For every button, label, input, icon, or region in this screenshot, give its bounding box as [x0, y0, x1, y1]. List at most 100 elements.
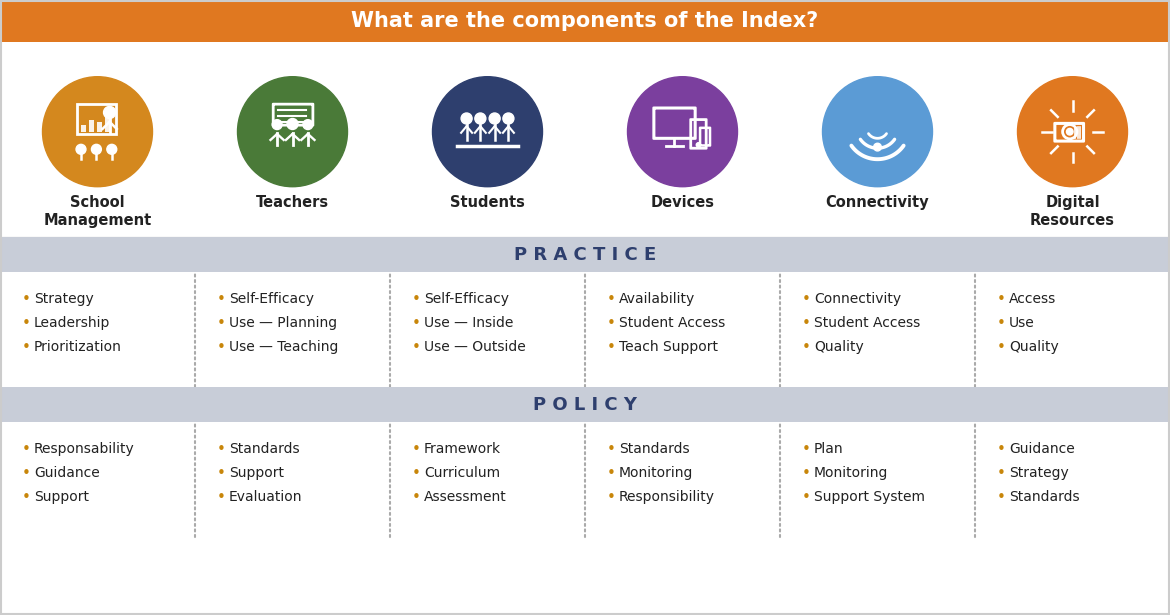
Text: •: • [997, 292, 1006, 307]
Text: Digital
Resources: Digital Resources [1030, 195, 1115, 228]
Circle shape [287, 119, 298, 130]
FancyBboxPatch shape [82, 125, 87, 132]
Text: •: • [412, 292, 421, 307]
Text: •: • [607, 466, 615, 481]
FancyBboxPatch shape [0, 272, 1170, 387]
Text: Self-Efficacy: Self-Efficacy [229, 292, 314, 306]
Text: Use — Inside: Use — Inside [424, 316, 514, 330]
Text: Framework: Framework [424, 442, 501, 456]
Text: Assessment: Assessment [424, 490, 507, 504]
Text: Access: Access [1009, 292, 1057, 306]
Text: Connectivity: Connectivity [814, 292, 901, 306]
Text: •: • [997, 340, 1006, 355]
Text: Responsability: Responsability [34, 442, 135, 456]
Circle shape [823, 77, 932, 187]
Text: •: • [22, 442, 30, 457]
Circle shape [461, 113, 473, 124]
Text: Leadership: Leadership [34, 316, 110, 330]
Text: Teachers: Teachers [256, 195, 329, 210]
Text: Strategy: Strategy [1009, 466, 1068, 480]
Text: Strategy: Strategy [34, 292, 94, 306]
Text: •: • [22, 340, 30, 355]
Text: Monitoring: Monitoring [814, 466, 888, 480]
Text: Use — Outside: Use — Outside [424, 340, 525, 354]
Text: School
Management: School Management [43, 195, 152, 228]
Text: •: • [801, 466, 811, 481]
Text: Responsibility: Responsibility [619, 490, 715, 504]
Text: Devices: Devices [651, 195, 715, 210]
Text: Quality: Quality [1009, 340, 1059, 354]
Text: P R A C T I C E: P R A C T I C E [514, 245, 656, 263]
FancyBboxPatch shape [1055, 124, 1083, 141]
Text: Guidance: Guidance [34, 466, 99, 480]
Text: Evaluation: Evaluation [229, 490, 303, 504]
Text: •: • [412, 466, 421, 481]
Circle shape [273, 120, 282, 130]
Text: Teach Support: Teach Support [619, 340, 718, 354]
Text: Plan: Plan [814, 442, 844, 456]
Text: •: • [607, 340, 615, 355]
Text: •: • [22, 490, 30, 505]
FancyBboxPatch shape [0, 42, 1170, 237]
Text: Use — Planning: Use — Planning [229, 316, 337, 330]
Text: •: • [997, 442, 1006, 457]
Circle shape [104, 106, 116, 119]
Text: •: • [216, 316, 226, 331]
Text: •: • [997, 490, 1006, 505]
Text: Quality: Quality [814, 340, 863, 354]
Circle shape [489, 113, 500, 124]
FancyBboxPatch shape [0, 387, 1170, 422]
Text: Availability: Availability [619, 292, 695, 306]
Circle shape [1018, 77, 1128, 187]
Text: •: • [412, 340, 421, 355]
Text: Student Access: Student Access [814, 316, 921, 330]
Text: Standards: Standards [229, 442, 300, 456]
Text: •: • [997, 316, 1006, 331]
Text: P O L I C Y: P O L I C Y [534, 395, 636, 413]
Text: •: • [801, 292, 811, 307]
Text: •: • [216, 490, 226, 505]
Circle shape [303, 120, 312, 130]
Text: •: • [801, 340, 811, 355]
Text: •: • [607, 490, 615, 505]
Text: •: • [412, 316, 421, 331]
Text: •: • [607, 316, 615, 331]
Text: •: • [216, 442, 226, 457]
Circle shape [42, 77, 152, 187]
Text: Support System: Support System [814, 490, 925, 504]
Circle shape [475, 113, 486, 124]
Text: Monitoring: Monitoring [619, 466, 694, 480]
FancyBboxPatch shape [0, 237, 1170, 272]
Text: Curriculum: Curriculum [424, 466, 500, 480]
Circle shape [106, 145, 117, 154]
FancyBboxPatch shape [0, 0, 1170, 42]
Text: •: • [607, 292, 615, 307]
Text: Prioritization: Prioritization [34, 340, 122, 354]
Circle shape [238, 77, 347, 187]
Text: Support: Support [229, 466, 284, 480]
Text: Student Access: Student Access [619, 316, 725, 330]
Text: •: • [997, 466, 1006, 481]
FancyBboxPatch shape [105, 117, 110, 132]
Text: •: • [801, 316, 811, 331]
Circle shape [91, 145, 102, 154]
Text: Standards: Standards [619, 442, 689, 456]
FancyBboxPatch shape [89, 120, 94, 132]
Text: What are the components of the Index?: What are the components of the Index? [351, 11, 819, 31]
Text: Use: Use [1009, 316, 1034, 330]
Text: Standards: Standards [1009, 490, 1080, 504]
Text: Connectivity: Connectivity [826, 195, 929, 210]
Text: •: • [22, 292, 30, 307]
Circle shape [76, 145, 85, 154]
Text: •: • [216, 466, 226, 481]
FancyBboxPatch shape [0, 422, 1170, 537]
Text: •: • [801, 442, 811, 457]
Text: •: • [216, 292, 226, 307]
Circle shape [503, 113, 514, 124]
Text: Use — Teaching: Use — Teaching [229, 340, 338, 354]
Circle shape [627, 77, 737, 187]
Text: •: • [22, 466, 30, 481]
Circle shape [874, 143, 881, 151]
Text: •: • [412, 490, 421, 505]
Text: Self-Efficacy: Self-Efficacy [424, 292, 509, 306]
